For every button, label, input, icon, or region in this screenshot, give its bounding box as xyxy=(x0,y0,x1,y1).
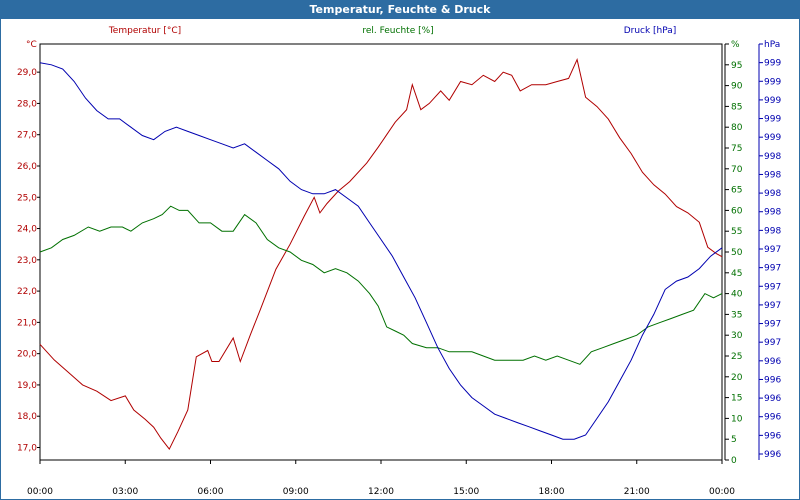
pressure-tick-label: 997 xyxy=(764,320,781,330)
x-tick-time: 21:00 xyxy=(624,487,650,497)
axes xyxy=(37,43,763,464)
x-tick-time: 06:00 xyxy=(198,487,224,497)
pressure-tick-label: 996 xyxy=(764,413,781,423)
humidity-tick-label: 80 xyxy=(731,123,743,133)
temperature-tick-label: 28,0 xyxy=(17,99,37,109)
temperature-tick-label: 20,0 xyxy=(17,350,37,360)
humidity-tick-label: 10 xyxy=(731,414,743,424)
pressure-tick-label: 999 xyxy=(764,115,781,125)
humidity-tick-label: 65 xyxy=(731,186,742,196)
series-title: Temperatur [°C] xyxy=(108,26,181,36)
series-title: Druck [hPa] xyxy=(624,26,677,36)
pressure-tick-label: 998 xyxy=(764,208,781,218)
axis-labels: 00:0016.07.1803:0016.07.1806:0016.07.180… xyxy=(17,26,781,497)
x-tick-time: 00:00 xyxy=(709,487,735,497)
pressure-tick-label: 997 xyxy=(764,245,781,255)
humidity-tick-label: 5 xyxy=(731,435,737,445)
series-line-temperature xyxy=(39,58,723,451)
series-line-pressure xyxy=(39,62,723,440)
pressure-tick-label: hPa xyxy=(764,40,780,50)
x-tick-time: 09:00 xyxy=(283,487,309,497)
humidity-tick-label: 0 xyxy=(731,456,737,466)
humidity-tick-label: 20 xyxy=(731,373,743,383)
temperature-tick-label: 21,0 xyxy=(17,318,37,328)
pressure-tick-label: 998 xyxy=(764,170,781,180)
x-tick-time: 12:00 xyxy=(368,487,394,497)
humidity-tick-label: 85 xyxy=(731,102,742,112)
humidity-tick-label: 70 xyxy=(731,165,743,175)
series-title: rel. Feuchte [%] xyxy=(362,26,433,36)
temperature-tick-label: 19,0 xyxy=(17,381,37,391)
humidity-tick-label: 15 xyxy=(731,394,742,404)
pressure-tick-label: 997 xyxy=(764,282,781,292)
pressure-tick-label: 997 xyxy=(764,338,781,348)
pressure-tick-label: 999 xyxy=(764,59,781,69)
humidity-tick-label: 45 xyxy=(731,269,742,279)
temperature-tick-label: 24,0 xyxy=(17,225,37,235)
chart-title: Temperatur, Feuchte & Druck xyxy=(0,0,800,19)
pressure-tick-label: 996 xyxy=(764,450,781,460)
temperature-tick-label: 23,0 xyxy=(17,256,37,266)
humidity-tick-label: 95 xyxy=(731,61,742,71)
x-tick-time: 00:00 xyxy=(27,487,53,497)
pressure-tick-label: 997 xyxy=(764,301,781,311)
pressure-tick-label: 996 xyxy=(764,375,781,385)
temperature-tick-label: 27,0 xyxy=(17,131,37,141)
temperature-tick-label: 25,0 xyxy=(17,193,37,203)
chart-area: 00:0016.07.1803:0016.07.1806:0016.07.180… xyxy=(0,19,800,500)
pressure-tick-label: 996 xyxy=(764,357,781,367)
temperature-tick-label: 29,0 xyxy=(17,68,37,78)
pressure-tick-label: 999 xyxy=(764,133,781,143)
pressure-tick-label: 998 xyxy=(764,226,781,236)
series-line-humidity xyxy=(39,205,723,365)
pressure-tick-label: 999 xyxy=(764,77,781,87)
humidity-tick-label: 75 xyxy=(731,144,742,154)
temperature-tick-label: 17,0 xyxy=(17,443,37,453)
humidity-tick-label: 50 xyxy=(731,248,743,258)
humidity-tick-label: 30 xyxy=(731,331,743,341)
humidity-tick-label: 40 xyxy=(731,290,743,300)
pressure-tick-label: 998 xyxy=(764,152,781,162)
x-tick-time: 03:00 xyxy=(112,487,138,497)
x-tick-time: 18:00 xyxy=(539,487,565,497)
temperature-tick-label: 26,0 xyxy=(17,162,37,172)
humidity-tick-label: 35 xyxy=(731,310,742,320)
pressure-tick-label: 996 xyxy=(764,394,781,404)
temperature-tick-label: 22,0 xyxy=(17,287,37,297)
pressure-tick-label: 996 xyxy=(764,431,781,441)
humidity-tick-label: 25 xyxy=(731,352,742,362)
series-lines xyxy=(39,58,723,451)
pressure-tick-label: 997 xyxy=(764,264,781,274)
x-tick-time: 15:00 xyxy=(453,487,479,497)
humidity-tick-label: 60 xyxy=(731,206,743,216)
pressure-tick-label: 998 xyxy=(764,189,781,199)
pressure-tick-label: 999 xyxy=(764,96,781,106)
plot-frame xyxy=(39,43,723,461)
temperature-unit: °C xyxy=(26,40,37,50)
humidity-tick-label: % xyxy=(731,40,740,50)
humidity-tick-label: 90 xyxy=(731,82,743,92)
temperature-tick-label: 18,0 xyxy=(17,412,37,422)
humidity-tick-label: 55 xyxy=(731,227,742,237)
